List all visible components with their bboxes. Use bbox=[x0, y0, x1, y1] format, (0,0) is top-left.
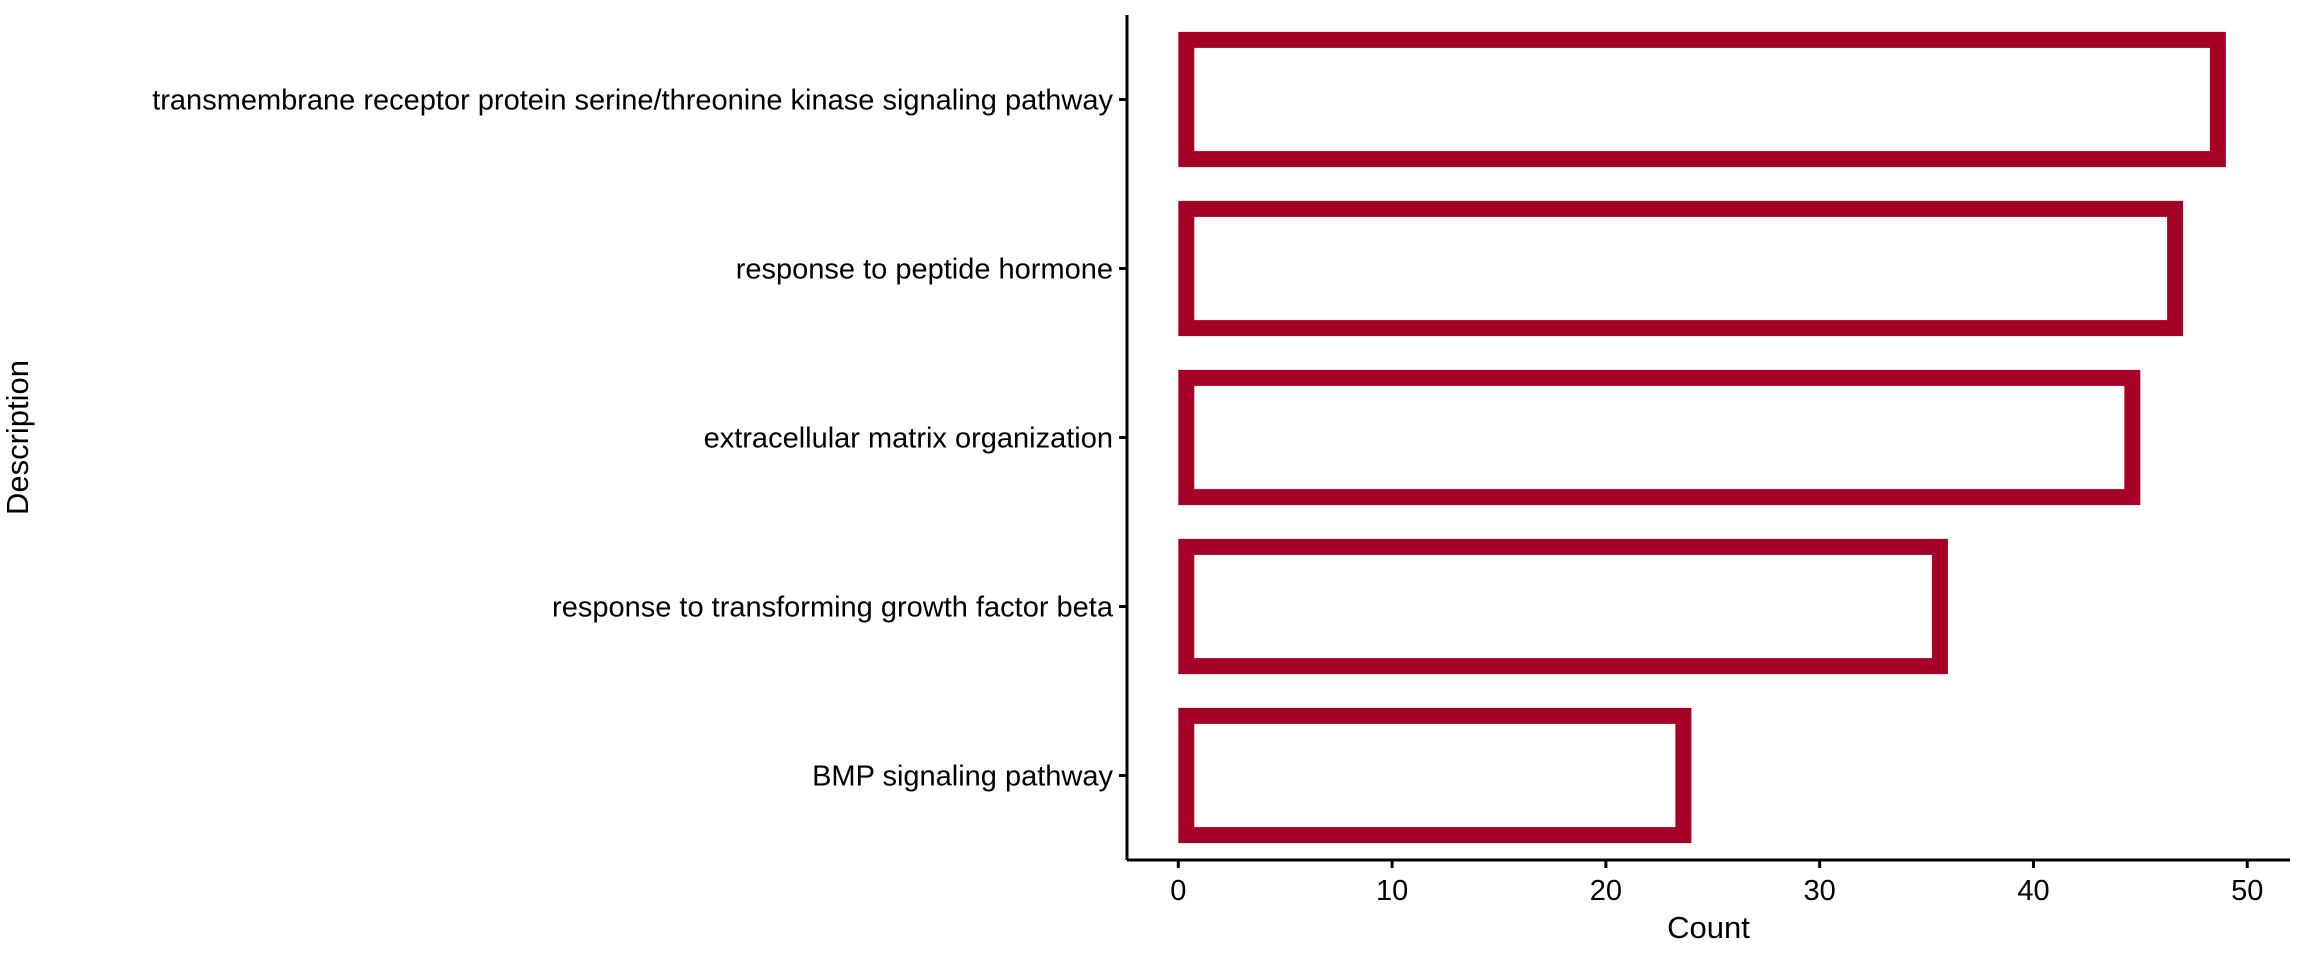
x-ticks-layer: 0 10 20 30 40 50 bbox=[1170, 860, 2263, 907]
y-tick-label: extracellular matrix organization bbox=[704, 423, 1113, 455]
x-tick-label: 50 bbox=[2231, 875, 2263, 907]
bars-layer bbox=[1178, 31, 2226, 844]
x-tick-label: 20 bbox=[1590, 875, 1622, 907]
bar-4 bbox=[1178, 538, 1948, 675]
bar-3 bbox=[1178, 369, 2141, 506]
y-tick-label: response to peptide hormone bbox=[736, 254, 1113, 286]
bar-1 bbox=[1178, 31, 2226, 168]
y-tick-label: BMP signaling pathway bbox=[812, 761, 1113, 793]
x-tick-label: 10 bbox=[1376, 875, 1408, 907]
y-ticks-layer: transmembrane receptor protein serine/th… bbox=[152, 85, 1127, 793]
x-axis-title: Count bbox=[1667, 910, 1750, 945]
x-tick-label: 0 bbox=[1170, 875, 1186, 907]
x-tick-label: 40 bbox=[2017, 875, 2049, 907]
bar-5 bbox=[1178, 707, 1692, 844]
y-tick-label: response to transforming growth factor b… bbox=[552, 592, 1114, 624]
bar-2 bbox=[1178, 200, 2184, 337]
y-axis-title: Description bbox=[0, 360, 35, 515]
y-tick-label: transmembrane receptor protein serine/th… bbox=[152, 85, 1113, 117]
x-tick-label: 30 bbox=[1804, 875, 1836, 907]
